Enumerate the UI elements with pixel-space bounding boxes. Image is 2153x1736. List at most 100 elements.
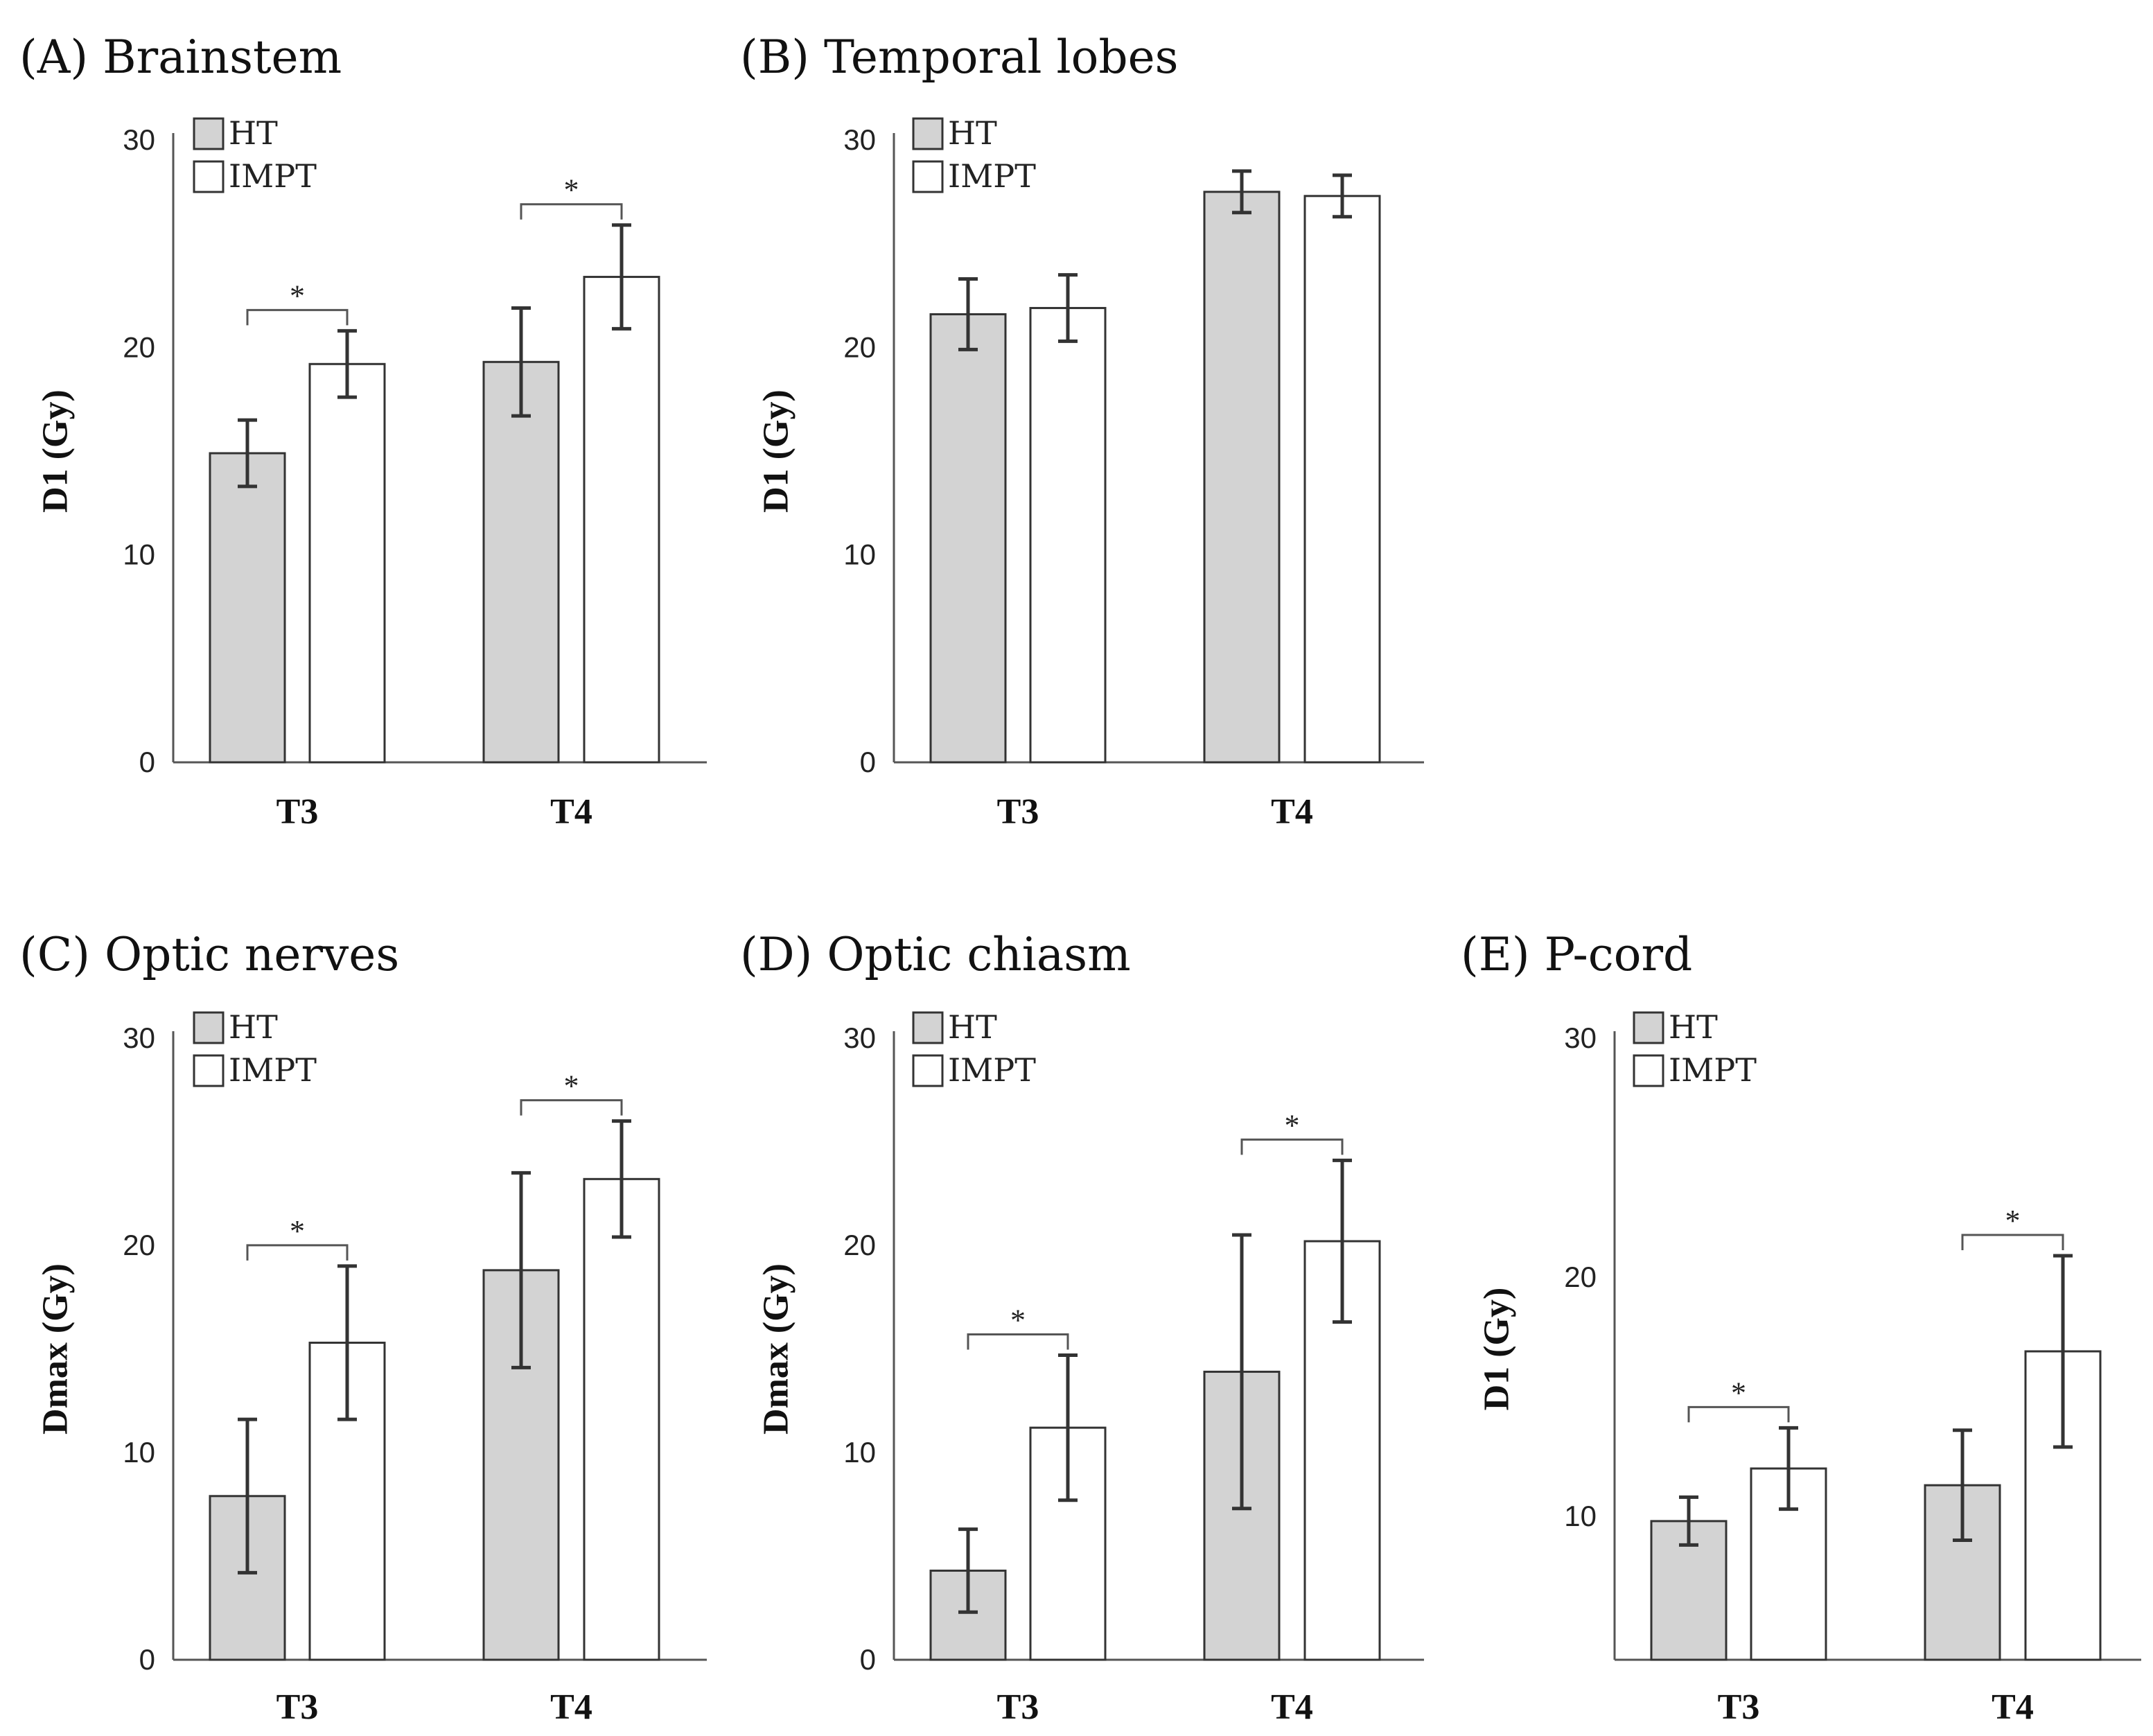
bracket-line (1961, 1234, 2064, 1250)
legend-label-ht: HT (1669, 1008, 1718, 1046)
x-category-label: T3 (1718, 1687, 1760, 1727)
legend-label-ht: HT (229, 1008, 278, 1046)
error-bar-impt-t4 (612, 223, 631, 331)
error-bar-impt-t3 (1058, 273, 1078, 343)
y-tick-label: 20 (843, 331, 876, 363)
error-bar-impt-t4 (2053, 1254, 2073, 1449)
y-tick-label: 20 (123, 1229, 155, 1261)
y-tick-label: 30 (843, 1022, 876, 1054)
y-tick-label: 10 (1564, 1500, 1597, 1532)
y-tick-label: 10 (843, 1436, 876, 1468)
chart-panel-c: (C) Optic nerves 0 10 20 30 Dmax (Gy) HT IMPT T3… (19, 928, 707, 1727)
y-tick-label: 0 (139, 1643, 155, 1676)
y-tick-label: 10 (843, 538, 876, 571)
significance-bracket-t4 (520, 203, 623, 220)
y-tick-label: 0 (860, 1643, 876, 1676)
legend-swatch-impt (912, 1054, 944, 1087)
significance-bracket-t3 (246, 308, 349, 326)
significance-bracket-t4 (1961, 1234, 2064, 1250)
legend-label-ht: HT (948, 1008, 997, 1046)
y-axis-label: D1 (Gy) (1477, 1288, 1517, 1411)
bar-impt-t4 (583, 276, 660, 764)
y-tick-label: 0 (860, 746, 876, 778)
chart-panel-e: (E) P-cord 10 20 30 D1 (Gy) HT IMPT T3 T4 * * (1461, 928, 2141, 1727)
y-tick-label: 10 (123, 538, 155, 571)
bar-ht-t3 (929, 313, 1007, 764)
legend-swatch-impt (912, 160, 944, 193)
x-category-label: T4 (1271, 792, 1313, 832)
chart-panel-a: (A) Brainstem 0 10 20 30 D1 (Gy) HT IMPT T3 T4 * * (19, 30, 707, 832)
significance-bracket-t4 (1240, 1138, 1344, 1155)
x-category-label: T3 (276, 1687, 319, 1727)
legend-swatch-ht (1633, 1011, 1664, 1044)
significance-marker: * (1010, 1303, 1026, 1337)
legend-swatch-impt (1633, 1054, 1664, 1087)
error-bar-ht-t3 (238, 418, 257, 489)
legend-label-impt: IMPT (948, 157, 1036, 195)
error-bar-impt-t4 (612, 1119, 631, 1239)
y-tick-label: 30 (843, 123, 876, 156)
x-category-label: T4 (550, 1687, 592, 1727)
y-tick-label: 20 (1564, 1261, 1597, 1293)
bracket-line (1240, 1138, 1344, 1155)
error-bar-impt-t3 (1058, 1353, 1078, 1502)
legend-swatch-impt (193, 160, 225, 193)
legend-swatch-ht (193, 1011, 225, 1044)
y-axis-label: Dmax (Gy) (36, 1263, 76, 1435)
legend-label-impt: IMPT (948, 1051, 1036, 1089)
error-bar-ht-t3 (238, 1417, 257, 1575)
panel-title: (E) P-cord (1461, 928, 1692, 981)
significance-marker: * (564, 173, 579, 207)
x-category-label: T4 (1992, 1687, 2034, 1727)
y-tick-label: 30 (123, 1022, 155, 1054)
y-tick-label: 20 (123, 331, 155, 363)
panel-title: (B) Temporal lobes (740, 30, 1179, 84)
y-tick-label: 30 (123, 123, 155, 156)
error-bar-ht-t3 (958, 277, 978, 351)
y-axis-label: D1 (Gy) (36, 389, 76, 513)
y-axis-label: Dmax (Gy) (757, 1263, 796, 1435)
bracket-line (520, 203, 623, 220)
panel-title: (D) Optic chiasm (740, 928, 1131, 981)
legend-swatch-impt (193, 1054, 225, 1087)
bar-impt-t3 (1029, 306, 1107, 764)
significance-bracket-t3 (246, 1244, 349, 1261)
x-category-label: T4 (1271, 1687, 1313, 1727)
y-tick-label: 30 (1564, 1022, 1597, 1054)
bar-impt-t4 (1303, 195, 1381, 764)
legend-swatch-ht (912, 117, 944, 150)
y-tick-label: 10 (123, 1436, 155, 1468)
panel-title: (A) Brainstem (19, 30, 342, 84)
y-tick-label: 0 (139, 746, 155, 778)
bar-ht-t4 (1203, 191, 1281, 764)
error-bar-ht-t4 (511, 306, 531, 418)
y-axis-label: D1 (Gy) (757, 389, 796, 513)
significance-marker: * (1285, 1108, 1300, 1142)
error-bar-ht-t4 (1953, 1428, 1972, 1542)
error-bar-ht-t4 (511, 1171, 531, 1369)
legend-label-impt: IMPT (229, 1051, 317, 1089)
error-bar-ht-t3 (1679, 1495, 1698, 1547)
significance-marker: * (2005, 1204, 2021, 1238)
error-bar-impt-t3 (337, 1264, 357, 1421)
error-bar-impt-t4 (1333, 173, 1352, 219)
bracket-line (967, 1333, 1069, 1350)
significance-marker: * (564, 1069, 579, 1103)
legend-swatch-ht (193, 117, 225, 150)
chart-panel-b: (B) Temporal lobes 0 10 20 30 D1 (Gy) HT IMPT T3… (740, 30, 1424, 832)
bracket-line (246, 308, 349, 326)
significance-bracket-t3 (967, 1333, 1069, 1350)
x-category-label: T3 (276, 792, 319, 832)
x-category-label: T3 (997, 792, 1039, 832)
error-bar-ht-t3 (958, 1527, 978, 1614)
error-bar-impt-t4 (1333, 1158, 1352, 1324)
significance-marker: * (290, 279, 305, 313)
legend-label-ht: HT (948, 114, 997, 152)
bar-impt-t4 (583, 1177, 660, 1661)
bar-impt-t3 (308, 362, 386, 764)
bar-ht-t3 (209, 452, 286, 764)
error-bar-ht-t4 (1232, 169, 1251, 215)
legend-label-ht: HT (229, 114, 278, 152)
significance-bracket-t3 (1687, 1405, 1790, 1423)
